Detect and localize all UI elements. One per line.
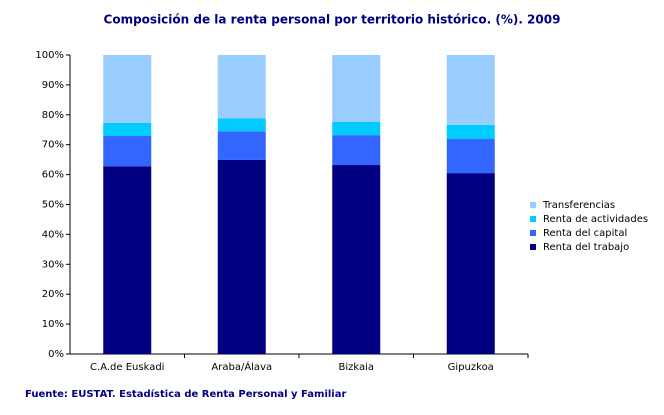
legend-label: Renta de actividades: [543, 214, 648, 225]
y-tick-label: 10%: [42, 319, 64, 330]
legend-label: Transferencias: [542, 200, 615, 211]
bar-segment: [446, 55, 495, 125]
source: Fuente: EUSTAT. Estadística de Renta Per…: [25, 388, 346, 400]
bar-segment: [446, 173, 495, 354]
y-tick-label: 20%: [42, 289, 64, 300]
y-tick-label: 40%: [42, 229, 64, 240]
x-tick-label: Bizkaia: [338, 362, 374, 373]
y-tick-label: 90%: [42, 80, 64, 91]
legend-swatch: [530, 216, 536, 222]
legend-label: Renta del capital: [543, 228, 627, 239]
bar-segment: [217, 159, 266, 354]
y-tick-label: 50%: [42, 200, 64, 211]
x-tick-label: Gipuzkoa: [448, 362, 494, 373]
bar-segment: [446, 124, 495, 140]
y-tick-label: 100%: [35, 50, 64, 61]
bar-segment: [217, 118, 266, 132]
x-tick-label: C.A.de Euskadi: [90, 362, 164, 373]
y-tick-label: 70%: [42, 140, 64, 151]
bar-segment: [332, 165, 381, 354]
bar-segment: [103, 55, 152, 123]
bar-segment: [332, 135, 381, 166]
legend-swatch: [530, 202, 536, 208]
bar-segment: [217, 55, 266, 119]
y-tick-label: 0%: [48, 349, 64, 360]
bar-segment: [103, 122, 152, 137]
bar-segment: [103, 136, 152, 167]
bar-segment: [446, 139, 495, 174]
legend-swatch: [530, 244, 536, 250]
bar-segment: [217, 131, 266, 160]
legend-swatch: [530, 230, 536, 236]
bar-segment: [332, 55, 381, 122]
chart-title: Composición de la renta personal por ter…: [104, 13, 561, 27]
bar-segment: [103, 166, 152, 354]
x-tick-label: Araba/Álava: [211, 360, 272, 373]
y-tick-label: 80%: [42, 110, 64, 121]
bar-segment: [332, 121, 381, 136]
y-tick-label: 30%: [42, 259, 64, 270]
y-tick-label: 60%: [42, 170, 64, 181]
legend-label: Renta del trabajo: [543, 242, 629, 253]
